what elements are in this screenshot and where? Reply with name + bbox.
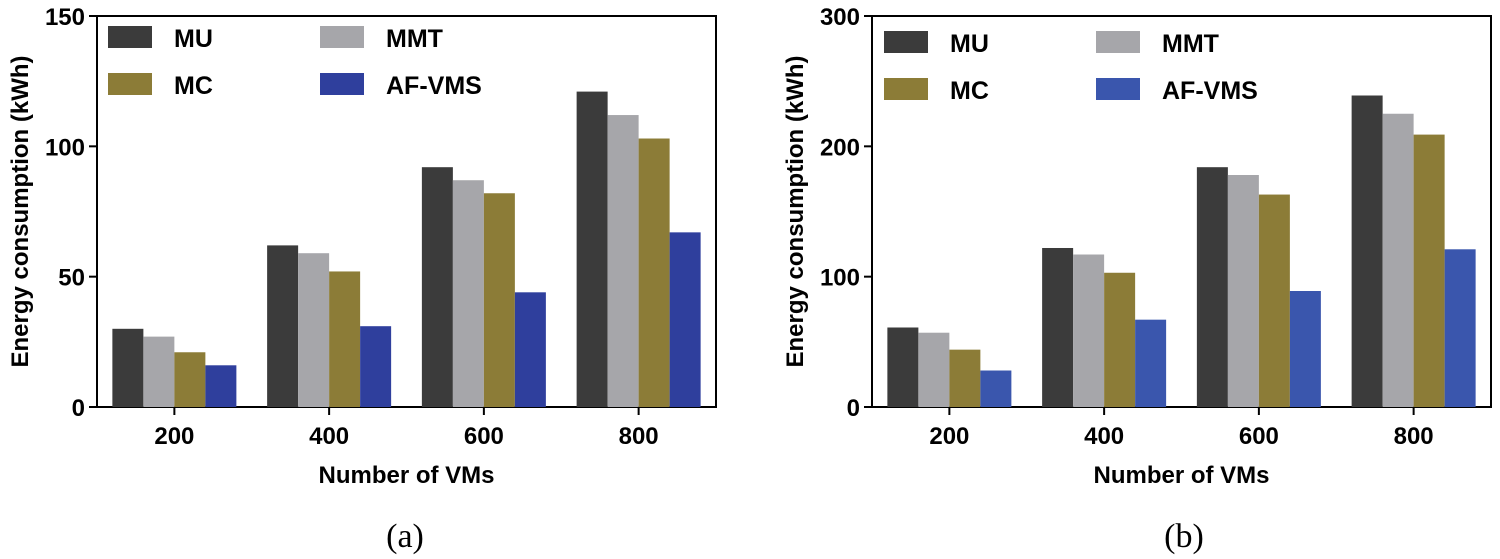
bar-mmt-200 xyxy=(918,332,950,407)
x-tick-label: 800 xyxy=(1394,423,1434,450)
bar-mu-200 xyxy=(112,328,144,407)
bar-mmt-400 xyxy=(298,253,330,407)
y-tick-label: 0 xyxy=(847,395,860,422)
x-axis-title: Number of VMs xyxy=(1093,462,1269,489)
bar-mu-400 xyxy=(267,245,299,407)
legend-swatch-mc xyxy=(884,78,928,100)
legend-swatch-mmt xyxy=(320,26,364,48)
bar-mmt-800 xyxy=(1382,113,1414,407)
bar-mc-200 xyxy=(174,352,206,407)
legend-label-mmt: MMT xyxy=(386,25,443,53)
legend-swatch-mmt xyxy=(1096,31,1140,53)
bar-af-vms-400 xyxy=(1135,319,1167,407)
chart-b: 0 100 200 300 200 400 600 800 Number of VMs Energ… xyxy=(782,4,1492,555)
bar-mmt-400 xyxy=(1073,254,1105,407)
legend-label-mu: MU xyxy=(950,30,989,58)
legend-label-mc: MC xyxy=(174,72,213,100)
bar-mc-400 xyxy=(1104,272,1136,407)
bar-mmt-200 xyxy=(143,336,175,407)
bar-mu-400 xyxy=(1042,247,1074,407)
bar-mu-600 xyxy=(421,167,453,407)
x-tick-label: 600 xyxy=(1239,423,1279,450)
bar-mc-800 xyxy=(1413,134,1445,407)
bar-mmt-800 xyxy=(607,115,639,407)
bar-mu-200 xyxy=(887,327,919,407)
figure-caption: (a) xyxy=(386,518,424,555)
y-axis-title: Energy consumption (kWh) xyxy=(782,56,809,368)
bar-af-vms-800 xyxy=(669,232,701,407)
y-tick-label: 0 xyxy=(72,395,85,422)
x-tick-label: 800 xyxy=(619,423,659,450)
x-tick-label: 200 xyxy=(929,423,969,450)
bar-mu-800 xyxy=(576,91,608,408)
y-tick-label: 100 xyxy=(820,265,860,292)
bar-mc-800 xyxy=(638,138,670,407)
bar-af-vms-800 xyxy=(1444,249,1476,407)
y-tick-label: 100 xyxy=(45,134,85,161)
y-axis-title: Energy consumption (kWh) xyxy=(7,56,34,368)
x-axis-title: Number of VMs xyxy=(318,462,494,489)
bar-af-vms-200 xyxy=(980,370,1012,407)
bar-af-vms-200 xyxy=(205,365,237,407)
bar-mc-600 xyxy=(1258,194,1290,407)
legend-swatch-mu xyxy=(108,26,152,48)
bar-mc-400 xyxy=(329,271,361,407)
x-tick-label: 400 xyxy=(1084,423,1124,450)
legend-label-mmt: MMT xyxy=(1162,30,1219,58)
y-tick-label: 200 xyxy=(820,134,860,161)
legend-swatch-af-vms xyxy=(1096,78,1140,100)
bar-af-vms-600 xyxy=(514,292,546,407)
bar-mu-600 xyxy=(1196,167,1228,407)
bar-mc-200 xyxy=(949,349,981,407)
x-tick-label: 400 xyxy=(309,423,349,450)
legend-label-af-vms: AF-VMS xyxy=(386,72,482,100)
chart-a: 0 50 100 150 200 400 600 800 Number of VMs Energy… xyxy=(7,4,717,555)
bar-mmt-600 xyxy=(1227,175,1259,407)
legend-label-af-vms: AF-VMS xyxy=(1162,77,1258,105)
bar-af-vms-400 xyxy=(360,326,392,407)
legend-swatch-af-vms xyxy=(320,73,364,95)
legend-swatch-mc xyxy=(108,73,152,95)
y-tick-label: 150 xyxy=(45,4,85,31)
bar-mmt-600 xyxy=(452,180,484,407)
legend-label-mu: MU xyxy=(174,25,213,53)
legend-label-mc: MC xyxy=(950,77,989,105)
figure-caption: (b) xyxy=(1164,518,1204,555)
bar-mu-800 xyxy=(1351,95,1383,408)
x-tick-label: 200 xyxy=(154,423,194,450)
plot-area-frame xyxy=(96,15,717,408)
bar-af-vms-600 xyxy=(1289,291,1321,407)
y-tick-label: 50 xyxy=(58,265,85,292)
legend-swatch-mu xyxy=(884,31,928,53)
x-tick-label: 600 xyxy=(464,423,504,450)
y-tick-label: 300 xyxy=(820,4,860,31)
plot-area-frame xyxy=(871,15,1492,408)
bar-mc-600 xyxy=(483,193,515,407)
